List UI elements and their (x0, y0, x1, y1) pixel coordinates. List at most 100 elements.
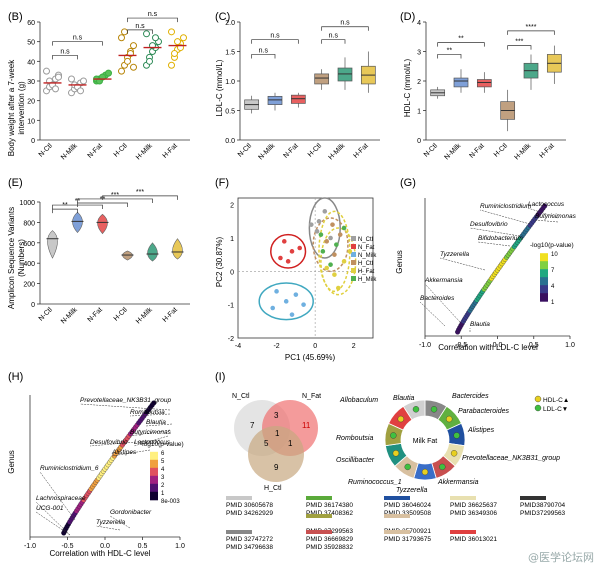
panel-h-label-line (35, 511, 71, 536)
panel-h-xlabel: Correlation with HDL-C level (50, 549, 151, 558)
panel-b-point (174, 38, 181, 46)
panel-f-legend-label: N_Fat (358, 245, 375, 251)
panel-d-xtick-label: H-Fat (538, 142, 555, 159)
panel-c-sig-label: n.s (329, 33, 339, 40)
panel-i-donut-label: Ruminococcus_1 (348, 479, 402, 486)
panel-e-sig-label: *** (111, 192, 119, 199)
panel-e-ytick-label: 200 (23, 282, 35, 289)
panel-h-letter: (H) (8, 371, 23, 383)
panel-g-colorbar-cell (540, 285, 548, 294)
panel-h-label-line (111, 449, 151, 457)
panel-h-label-line (145, 423, 173, 427)
panel-h-label-line (109, 515, 131, 529)
panel-f-point (308, 222, 314, 227)
panel-g-xtick-label: 0.5 (529, 342, 539, 349)
panel-b-ytick-label: 50 (27, 40, 35, 47)
panel-h-colorbar-cell (150, 467, 158, 477)
panel-h-colorbar-title: -log10(p-value) (140, 441, 184, 448)
panel-i-donut-label: Bactercides (452, 393, 489, 400)
panel-i-ref-pmid: PMID 36669829 (306, 536, 353, 543)
panel-i-venn-count: 3 (274, 411, 279, 420)
panel-i-donut-label: Oscillibacter (336, 457, 375, 464)
panel-i-donut-label: Allobaculum (339, 397, 378, 404)
panel-i-ref-pmid: PMID38790704 (520, 502, 566, 509)
panel-h-colorbar-label: 2 (161, 483, 165, 489)
panel-i-venn-count: 11 (302, 421, 311, 430)
panel-b-ytick-label: 40 (27, 59, 35, 66)
panel-f-point (332, 252, 337, 257)
panel-i-ref-pmid: PMID 36625637 (450, 502, 497, 509)
panel-f-point (314, 229, 320, 234)
panel-e-sig-bracket (102, 195, 178, 200)
panel-c-xtick-label: N-Fat (282, 142, 299, 159)
panel-i-ref-pmid: PMID37299563 (520, 510, 566, 517)
panel-f-ylabel: PC2 (30.87%) (215, 237, 224, 288)
panel-f-point (332, 272, 337, 277)
panel-c-ylabel: LDL-C (mmol/L) (215, 59, 224, 116)
panel-i-donut-label: Prevotellaceae_NK3B31_group (462, 455, 560, 462)
panel-f-point (328, 235, 333, 241)
panel-i-ref-swatch (306, 530, 332, 534)
panel-g-letter: (G) (400, 177, 416, 189)
panel-h-genus-label: Romboutsia (130, 409, 165, 416)
panel-g-label-line (439, 257, 486, 271)
panel-e-letter: (E) (8, 177, 23, 189)
panel-g-xlabel: Correlation with LDL-C level (438, 343, 538, 352)
panel-i-ref-pmid: PMID 36174380 (306, 502, 353, 509)
panel-e-violin (122, 250, 133, 261)
panel-e-xtick-label: H-Fat (162, 306, 179, 323)
panel-i-donut-marker (397, 415, 405, 423)
panel-f-point (328, 262, 333, 267)
panel-d-ytick-label: 2 (417, 79, 421, 86)
panel-h-colorbar-label: 6 (161, 451, 165, 457)
panel-h-xtick-label: 0.0 (100, 543, 110, 550)
panel-c-xtick-label: N-Ctl (237, 142, 254, 159)
panel-f-ytick-label: -1 (228, 303, 234, 310)
panel-b-sig-label: n.s (73, 35, 83, 42)
panel-b-sig-bracket (52, 41, 103, 46)
panel-h-colorbar-label: 1 (161, 491, 165, 497)
panel-e-ytick-label: 800 (23, 220, 35, 227)
panel-b-sig-label: n.s (135, 23, 145, 30)
panel-g-colorbar-cell (540, 293, 548, 302)
panel-g-colorbar-label: 7 (551, 268, 555, 274)
panel-h-xtick-label: -1.0 (24, 543, 36, 550)
panel-f-legend-swatch (351, 260, 356, 265)
panel-i-donut-label: Parabacteroides (458, 408, 509, 415)
panel-f-legend-label: H_Milk (358, 277, 377, 283)
panel-e-violin (47, 230, 58, 259)
panel-b-point (171, 49, 178, 57)
panel-f-legend-swatch (351, 252, 356, 257)
panel-d-xtick-label: H-Ctl (493, 142, 510, 159)
panel-b-ytick-label: 0 (31, 138, 35, 145)
panel-i-venn-count: 5 (264, 439, 269, 448)
panel-i-donut-marker (390, 432, 397, 439)
panel-h-colorbar-cell (150, 491, 158, 501)
panel-h-genus-label: Desulfovibrio (90, 439, 128, 446)
panel-g-label-line (534, 219, 559, 223)
panel-f-point (330, 222, 335, 227)
panel-g-genus-label: Ruminiclostridium (480, 203, 532, 210)
panel-b-xtick-label: H-Ctl (113, 142, 130, 159)
panel-h-label-line (129, 413, 171, 417)
panel-b-point (168, 61, 175, 69)
panel-e-ytick-label: 400 (23, 261, 35, 268)
panel-h-label-line (89, 439, 161, 447)
panel-c-box (290, 94, 306, 104)
panel-h-colorbar-cell (150, 483, 158, 493)
panel-i-donut-center: Milk Fat (413, 438, 438, 445)
panel-i-donut-marker (430, 406, 438, 413)
panel-g-genus-label: Blautia (470, 321, 490, 328)
panel-i-ref-pmid: PMID 32747272 (226, 536, 273, 543)
panel-c-box (314, 73, 330, 85)
panel-d-ytick-label: 0 (417, 138, 421, 145)
panel-b-point (168, 28, 175, 36)
panel-g-label-line (527, 207, 559, 219)
panel-h-ylabel: Genus (7, 450, 16, 474)
panel-i-donut-marker (453, 432, 460, 439)
panel-f-ellipse (270, 233, 307, 269)
panel-e-ylabel-2: (Numbers) (17, 239, 26, 277)
panel-f-point (289, 249, 295, 254)
panel-h-colorbar-label: 3 (161, 475, 165, 481)
panel-h-point (151, 400, 157, 406)
